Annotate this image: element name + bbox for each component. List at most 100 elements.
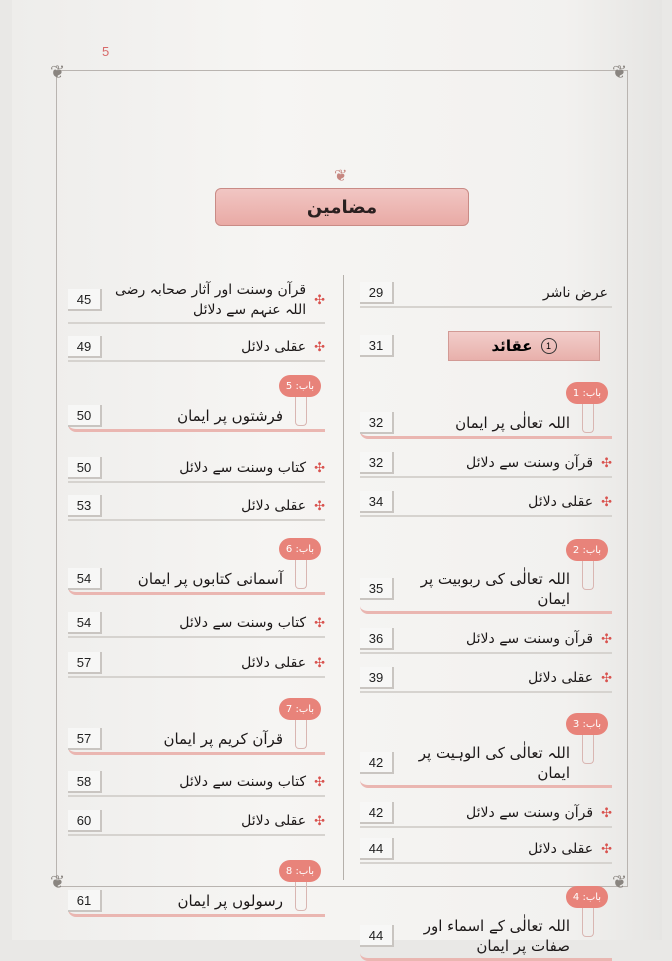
toc-entry[interactable]: ✣ قرآن وسنت سے دلائل 32 — [360, 450, 612, 478]
title-banner: مضامین — [215, 188, 469, 226]
toc-entry[interactable]: ✣ عقلی دلائل 57 — [68, 650, 325, 678]
corner-ornament-icon: ❦ — [50, 62, 66, 83]
flower-bullet-icon: ✣ — [314, 460, 325, 476]
page-number-box: 60 — [68, 810, 102, 832]
toc-entry[interactable]: باب: 2 اللہ تعالٰی کی ربوبیت پر ایمان 35 — [360, 539, 612, 614]
section-number: 1 — [540, 338, 557, 354]
entry-title: عقلی دلائل — [241, 498, 307, 514]
toc-entry[interactable]: 1 عقائد 31 — [360, 329, 612, 363]
entry-title: اللہ تعالٰی کی ربوبیت پر ایمان — [420, 570, 570, 608]
page-number-box: 29 — [360, 282, 394, 304]
toc-column: عرض ناشر 29 1 عقائد 31 باب: 1 اللہ تعالٰی پر ا… — [360, 0, 612, 961]
page-number-box: 57 — [68, 728, 102, 750]
toc-entry[interactable]: ✣ کتاب وسنت سے دلائل 54 — [68, 610, 325, 638]
toc-entry[interactable]: باب: 5 فرشتوں پر ایمان 50 — [68, 375, 325, 432]
corner-ornament-icon: ❦ — [50, 872, 66, 893]
entry-title: عقلی دلائل — [528, 670, 594, 686]
page-number-box: 42 — [360, 752, 394, 774]
entry-title: آسمانی کتابوں پر ایمان — [137, 570, 283, 588]
page-number-box: 32 — [360, 452, 394, 474]
flower-bullet-icon: ✣ — [314, 292, 325, 308]
toc-entry[interactable]: ✣ کتاب وسنت سے دلائل 58 — [68, 769, 325, 797]
badge-stem — [582, 404, 594, 433]
flower-bullet-icon: ✣ — [601, 805, 612, 821]
page-number-box: 34 — [360, 491, 394, 513]
toc-entry[interactable]: باب: 6 آسمانی کتابوں پر ایمان 54 — [68, 538, 325, 595]
flower-bullet-icon: ✣ — [601, 670, 612, 686]
entry-title: عقلی دلائل — [241, 813, 307, 829]
section-title: عقائد — [491, 337, 533, 355]
page-number: 5 — [102, 44, 110, 59]
toc-entry[interactable]: ✣ عقلی دلائل 49 — [68, 334, 325, 362]
page-number-box: 61 — [68, 890, 102, 912]
banner-ornament-icon: ❦ — [334, 166, 348, 185]
section-banner: 1 عقائد — [448, 331, 600, 361]
page-number-box: 58 — [68, 771, 102, 793]
entry-title: عقلی دلائل — [528, 841, 594, 857]
entry-title: کتاب وسنت سے دلائل — [179, 774, 307, 790]
toc-entry[interactable]: ✣ عقلی دلائل 34 — [360, 489, 612, 517]
toc-entry[interactable]: باب: 3 اللہ تعالٰی کی الوہیت پر ایمان 42 — [360, 713, 612, 788]
chapter-badge: باب: 2 — [566, 539, 608, 561]
toc-entry[interactable]: باب: 1 اللہ تعالٰی پر ایمان 32 — [360, 382, 612, 439]
badge-stem — [295, 397, 307, 426]
flower-bullet-icon: ✣ — [314, 339, 325, 355]
entry-title: عقلی دلائل — [241, 339, 307, 355]
toc-entry[interactable]: باب: 4 اللہ تعالٰی کے اسماء اور صفات پر ا… — [360, 886, 612, 961]
corner-ornament-icon: ❦ — [612, 62, 628, 83]
page-number-box: 45 — [68, 289, 102, 311]
toc-entry[interactable]: ✣ عقلی دلائل 53 — [68, 493, 325, 521]
entry-title: فرشتوں پر ایمان — [177, 407, 283, 425]
flower-bullet-icon: ✣ — [314, 813, 325, 829]
toc-entry[interactable]: ✣ کتاب وسنت سے دلائل 50 — [68, 455, 325, 483]
page-number-box: 50 — [68, 457, 102, 479]
chapter-badge: باب: 1 — [566, 382, 608, 404]
entry-title: قرآن وسنت سے دلائل — [466, 631, 594, 647]
page-number-box: 53 — [68, 495, 102, 517]
chapter-badge: باب: 4 — [566, 886, 608, 908]
page-number-box: 50 — [68, 405, 102, 427]
page-number-box: 49 — [68, 336, 102, 358]
entry-title: عقلی دلائل — [528, 494, 594, 510]
page-number-box: 39 — [360, 667, 394, 689]
toc-entry[interactable]: ✣ قرآن وسنت سے دلائل 42 — [360, 800, 612, 828]
chapter-badge: باب: 3 — [566, 713, 608, 735]
page-number-box: 36 — [360, 628, 394, 650]
entry-title: عرض ناشر — [542, 285, 608, 301]
toc-entry[interactable]: عرض ناشر 29 — [360, 280, 612, 308]
toc-entry[interactable]: ✣ قرآن وسنت سے دلائل 36 — [360, 626, 612, 654]
flower-bullet-icon: ✣ — [314, 655, 325, 671]
chapter-badge: باب: 5 — [279, 375, 321, 397]
flower-bullet-icon: ✣ — [601, 841, 612, 857]
badge-stem — [295, 720, 307, 749]
page-number-box: 57 — [68, 652, 102, 674]
entry-title: اللہ تعالٰی کی الوہیت پر ایمان — [418, 744, 570, 782]
entry-title: رسولوں پر ایمان — [177, 892, 283, 910]
flower-bullet-icon: ✣ — [601, 455, 612, 471]
page-number-box: 42 — [360, 802, 394, 824]
corner-ornament-icon: ❦ — [612, 872, 628, 893]
badge-stem — [295, 560, 307, 589]
badge-stem — [582, 735, 594, 764]
entry-title: کتاب وسنت سے دلائل — [179, 615, 307, 631]
badge-stem — [582, 908, 594, 937]
entry-title: قرآن وسنت سے دلائل — [466, 805, 594, 821]
entry-title: قرآن وسنت اور آثار صحابہ رضی اللہ عنہم س… — [114, 282, 307, 318]
toc-entry[interactable]: ✣ عقلی دلائل 60 — [68, 808, 325, 836]
page-number-box: 54 — [68, 568, 102, 590]
flower-bullet-icon: ✣ — [314, 774, 325, 790]
column-divider — [343, 275, 344, 880]
entry-title: اللہ تعالٰی کے اسماء اور صفات پر ایمان — [423, 917, 570, 955]
page-title: مضامین — [306, 196, 378, 218]
toc-entry[interactable]: ✣ قرآن وسنت اور آثار صحابہ رضی اللہ عنہم … — [68, 278, 325, 324]
page-frame — [56, 70, 628, 887]
page-number-box: 31 — [360, 335, 394, 357]
toc-entry[interactable]: ✣ عقلی دلائل 44 — [360, 836, 612, 864]
toc-column: ✣ قرآن وسنت اور آثار صحابہ رضی اللہ عنہم … — [68, 0, 325, 917]
toc-entry[interactable]: باب: 7 قرآن کریم پر ایمان 57 — [68, 698, 325, 755]
toc-entry[interactable]: باب: 8 رسولوں پر ایمان 61 — [68, 860, 325, 917]
badge-stem — [295, 882, 307, 911]
flower-bullet-icon: ✣ — [601, 494, 612, 510]
toc-entry[interactable]: ✣ عقلی دلائل 39 — [360, 665, 612, 693]
page-number-box: 35 — [360, 578, 394, 600]
